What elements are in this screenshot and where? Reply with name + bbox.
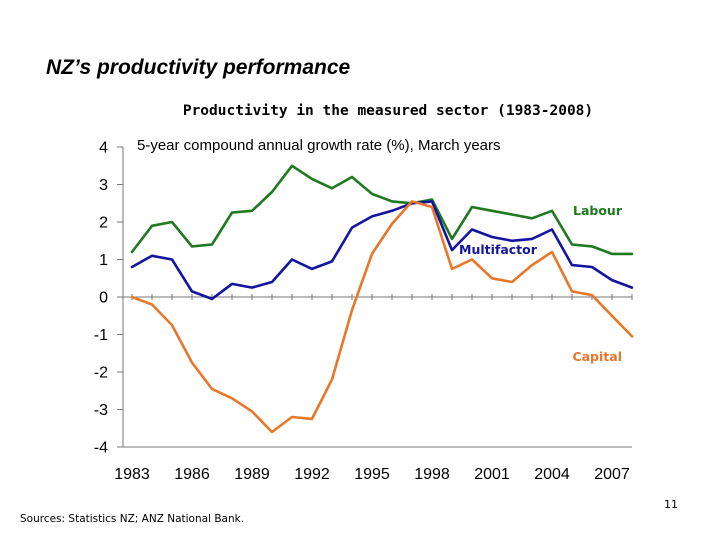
series-label-labour: Labour <box>573 203 623 218</box>
x-tick-label: 2007 <box>594 466 630 483</box>
y-tick-label: 2 <box>99 215 108 232</box>
series-label-multifactor: Multifactor <box>459 242 538 257</box>
x-tick-label: 2004 <box>534 466 570 483</box>
y-tick-label: 1 <box>99 252 108 269</box>
y-tick-label: -1 <box>94 327 108 344</box>
slide-title: NZ’s productivity performance <box>46 56 351 79</box>
chart-title: Productivity in the measured sector (198… <box>182 103 594 119</box>
series-line-labour <box>130 164 634 256</box>
y-tick-label: -3 <box>94 402 108 419</box>
series-line-capital <box>130 200 634 434</box>
x-tick-label: 1992 <box>294 466 330 483</box>
x-tick-label: 1989 <box>234 466 270 483</box>
series-label-capital: Capital <box>572 349 622 364</box>
chart-subtitle: 5-year compound annual growth rate (%), … <box>137 137 501 154</box>
y-tick-label: 3 <box>99 177 108 194</box>
y-tick-label: -4 <box>94 440 108 457</box>
y-tick-label: 0 <box>99 290 108 307</box>
x-tick-label: 1998 <box>414 466 450 483</box>
x-tick-label: 1983 <box>114 466 150 483</box>
y-tick-label: 4 <box>99 140 108 157</box>
series-line-multifactor <box>130 200 634 301</box>
x-tick-label: 2001 <box>474 466 510 483</box>
page-number: 11 <box>664 498 678 511</box>
y-tick-label: -2 <box>94 365 108 382</box>
sources-note: Sources: Statistics NZ; ANZ National Ban… <box>20 513 245 525</box>
x-tick-label: 1995 <box>354 466 390 483</box>
x-tick-label: 1986 <box>174 466 210 483</box>
